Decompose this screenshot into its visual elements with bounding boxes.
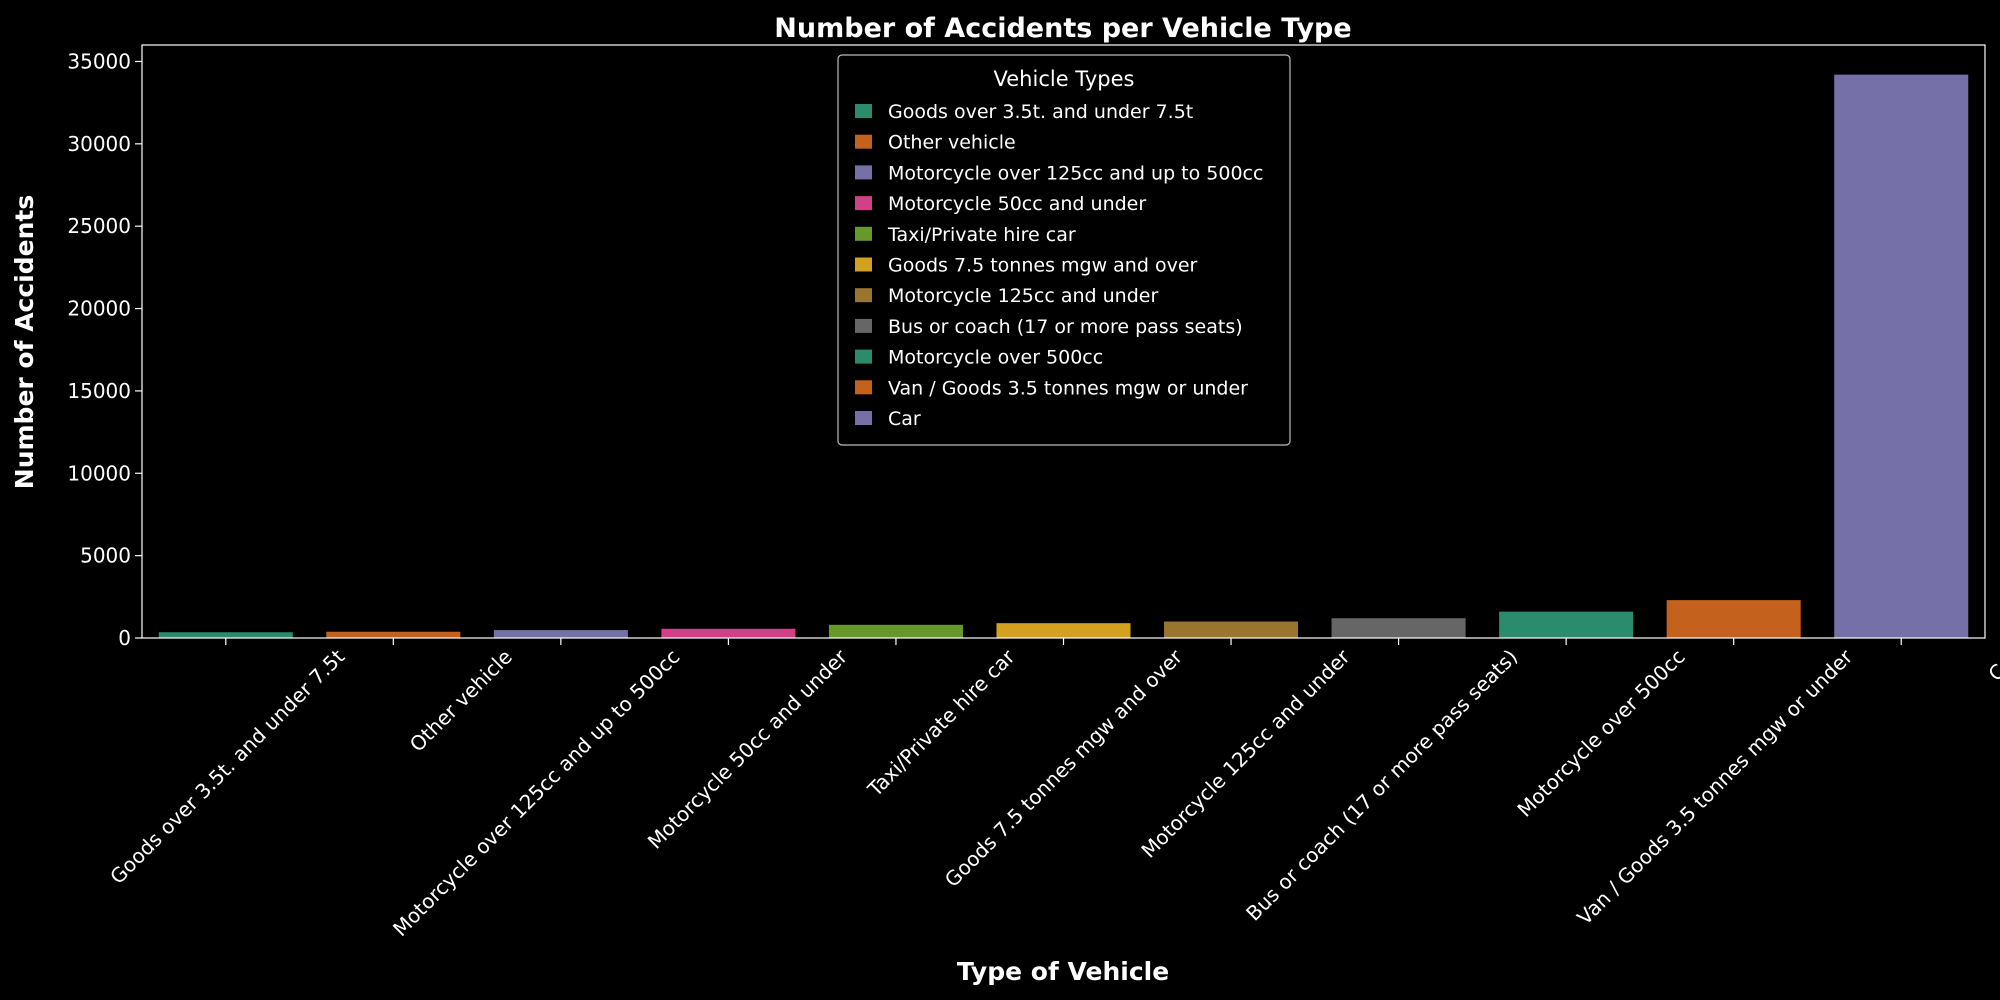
legend-swatch-6 xyxy=(855,288,872,303)
legend-frame xyxy=(837,54,1291,446)
bar-7 xyxy=(1331,618,1466,638)
y-tick-label-6: 30000 xyxy=(67,132,131,156)
legend-swatch-9 xyxy=(855,380,872,395)
legend-swatch-8 xyxy=(855,349,872,364)
legend-label-2: Motorcycle over 125cc and up to 500cc xyxy=(888,162,1263,184)
legend-label-7: Bus or coach (17 or more pass seats) xyxy=(888,316,1243,338)
y-axis-label: Number of Accidents xyxy=(10,195,39,489)
legend-swatch-7 xyxy=(855,318,872,333)
bar-3 xyxy=(661,628,796,638)
bar-8 xyxy=(1499,611,1634,638)
y-tick-label-5: 25000 xyxy=(67,214,131,238)
legend-swatch-5 xyxy=(855,257,872,272)
y-tick-label-3: 15000 xyxy=(67,379,131,403)
y-tick-label-4: 20000 xyxy=(67,297,131,321)
legend-label-9: Van / Goods 3.5 tonnes mgw or under xyxy=(888,377,1248,399)
bar-9 xyxy=(1666,600,1801,638)
plot-frame xyxy=(141,44,1986,639)
bar-6 xyxy=(1164,621,1299,638)
legend-label-1: Other vehicle xyxy=(888,132,1016,154)
legend-swatch-3 xyxy=(855,196,872,211)
legend-label-0: Goods over 3.5t. and under 7.5t xyxy=(888,101,1193,123)
y-axis: 0 5000 10000 15000 20000 25000 30000 35000 xyxy=(67,49,142,650)
chart-title: Number of Accidents per Vehicle Type xyxy=(774,13,1351,44)
legend-swatch-0 xyxy=(855,104,872,118)
legend-swatch-10 xyxy=(855,411,872,425)
legend-swatch-2 xyxy=(855,165,872,180)
legend: Vehicle Types Goods over 3.5t. and under … xyxy=(837,54,1291,446)
legend-label-8: Motorcycle over 500cc xyxy=(888,347,1103,369)
bar-2 xyxy=(493,630,628,638)
bar-4 xyxy=(828,624,963,638)
legend-title: Vehicle Types xyxy=(994,67,1135,91)
legend-swatch-1 xyxy=(855,134,872,149)
bar-0 xyxy=(158,632,293,638)
y-tick-label-0: 0 xyxy=(118,626,131,650)
legend-label-10: Car xyxy=(888,408,921,430)
legend-swatch-4 xyxy=(855,226,872,241)
legend-label-3: Motorcycle 50cc and under xyxy=(888,193,1146,215)
y-tick-label-7: 35000 xyxy=(67,49,131,73)
legend-label-5: Goods 7.5 tonnes mgw and over xyxy=(888,255,1198,277)
bar-1 xyxy=(326,631,461,638)
legend-label-4: Taxi/Private hire car xyxy=(887,224,1076,246)
legend-label-6: Motorcycle 125cc and under xyxy=(888,285,1158,307)
bars-group xyxy=(158,74,1969,638)
y-tick-label-2: 10000 xyxy=(67,461,131,485)
bar-10 xyxy=(1834,74,1969,638)
x-axis-label: Type of Vehicle xyxy=(957,957,1169,986)
bar-5 xyxy=(996,623,1131,638)
y-tick-label-1: 5000 xyxy=(80,544,131,568)
